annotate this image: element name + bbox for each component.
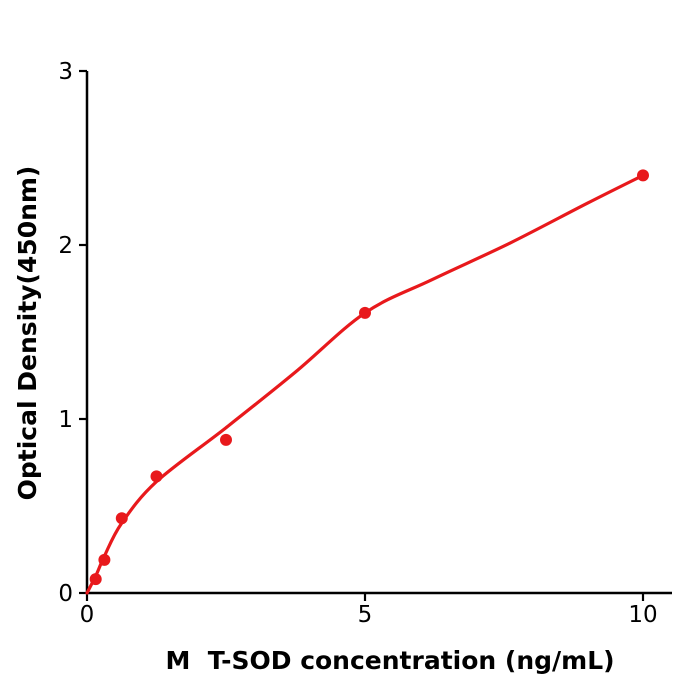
y-tick-label: 2: [58, 233, 73, 259]
data-point: [220, 433, 232, 446]
axes-layer: 0 5 10 0 1 2 3: [58, 59, 672, 628]
y-axis-title: Optical Density(450nm): [13, 166, 42, 501]
data-point: [150, 470, 163, 483]
y-tick-label: 0: [58, 581, 73, 607]
data-point: [115, 512, 128, 525]
data-point: [637, 169, 649, 182]
x-axis-title: M T-SOD concentration (ng/mL): [165, 646, 614, 675]
axis-spines: [85, 71, 672, 595]
fit-curve: [85, 173, 645, 595]
data-point: [89, 573, 102, 586]
x-tick-label: 0: [80, 602, 95, 628]
x-tick-label: 5: [358, 602, 373, 628]
plot-layer: [85, 169, 649, 595]
x-tick-label: 10: [628, 602, 657, 628]
y-tick-label: 1: [58, 407, 73, 433]
y-tick-label: 3: [58, 59, 73, 85]
data-point: [359, 306, 371, 319]
data-point: [98, 553, 111, 566]
